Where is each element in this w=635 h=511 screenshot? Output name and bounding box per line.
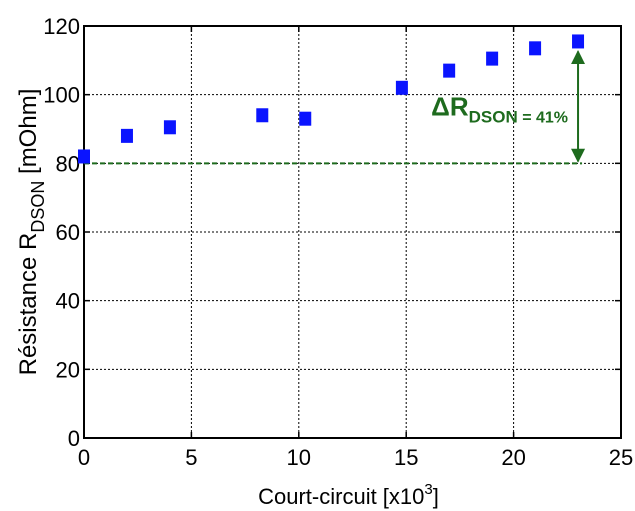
data-point (529, 41, 542, 56)
y-tick-label: 0 (68, 426, 80, 451)
y-tick-label: 40 (56, 289, 80, 314)
axis-ticks: 0 5 10 15 20 25 0 20 40 60 80 100 120 (43, 14, 633, 470)
y-tick-label: 60 (56, 220, 80, 245)
y-tick-label: 100 (43, 83, 80, 108)
x-axis-label-sup: 3 (424, 481, 432, 498)
delta-value: = 41% (518, 109, 568, 126)
x-tick-label: 10 (287, 445, 311, 470)
data-point (395, 80, 408, 95)
y-axis-label-main: Résistance R (15, 233, 42, 376)
x-axis-label-main: Court-circuit [x10 (258, 484, 424, 509)
x-tick-label: 5 (185, 445, 197, 470)
data-point (120, 128, 133, 143)
data-point (163, 120, 176, 135)
y-axis-label: Résistance RDSON [mOhm] (15, 89, 48, 376)
x-tick-label: 20 (501, 445, 525, 470)
y-axis-label-end: [mOhm] (15, 89, 42, 181)
grid-lines (84, 26, 621, 438)
x-axis-label-end: ] (433, 484, 439, 509)
data-point (486, 51, 499, 66)
data-point (78, 149, 90, 164)
delta-annotation: ΔRDSON = 41% (431, 91, 568, 126)
x-tick-label: 25 (609, 445, 633, 470)
delta-symbol: ΔR (431, 91, 469, 121)
x-tick-label: 0 (78, 445, 90, 470)
data-point (443, 63, 456, 78)
data-markers (78, 34, 585, 164)
data-point (299, 111, 312, 126)
data-point (572, 34, 585, 49)
delta-subscript: DSON (469, 107, 518, 126)
x-tick-label: 15 (394, 445, 418, 470)
x-axis-label: Court-circuit [x103] (258, 481, 439, 509)
y-tick-label: 120 (43, 14, 80, 39)
y-tick-label: 20 (56, 357, 80, 382)
y-axis-label-sub: DSON (28, 181, 48, 233)
data-point (256, 108, 269, 123)
y-tick-label: 80 (56, 151, 80, 176)
